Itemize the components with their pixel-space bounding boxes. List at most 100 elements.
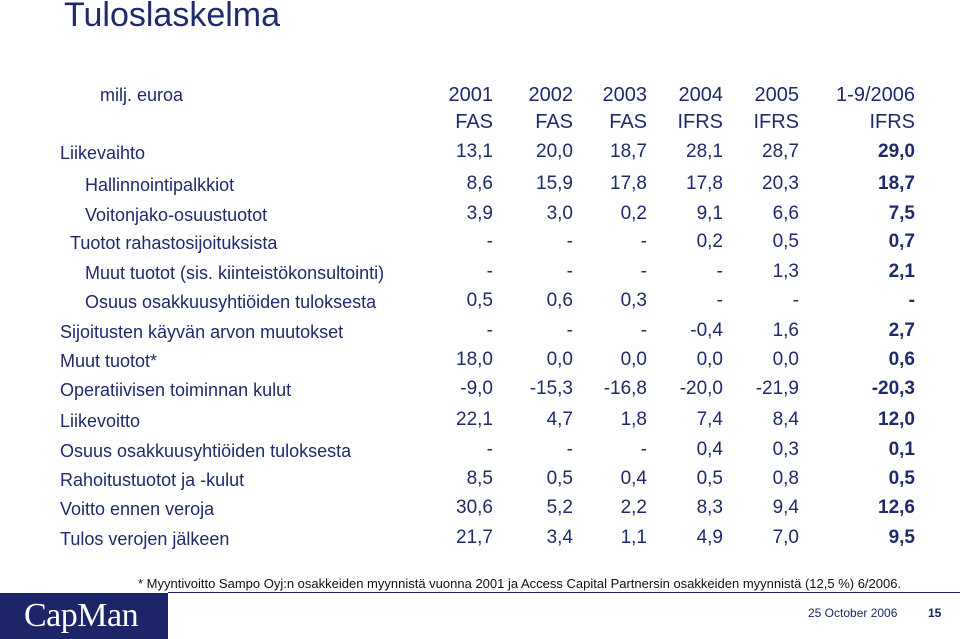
table-cell: 18,7 xyxy=(610,141,647,162)
table-cell: - xyxy=(640,231,647,252)
table-cell: 3,9 xyxy=(466,203,493,224)
table-cell: 0,3 xyxy=(772,439,799,460)
column-year: 2003 xyxy=(602,84,648,106)
row-label: Sijoitusten käyvän arvon muutokset xyxy=(60,322,344,342)
table-cell: 0,2 xyxy=(620,203,647,224)
table-cell: 21,7 xyxy=(456,527,493,548)
column-year: 1-9/2006 xyxy=(836,84,915,106)
table-cell: 0,2 xyxy=(696,231,723,252)
table-cell: - xyxy=(640,439,647,460)
table-cell: 20,3 xyxy=(762,173,799,194)
row-label: Osuus osakkuusyhtiöiden tuloksesta xyxy=(85,292,377,312)
table-cell: -20,3 xyxy=(871,378,915,399)
row-label: Rahoitustuotot ja -kulut xyxy=(60,470,245,490)
table-cell: -0,4 xyxy=(690,320,723,341)
table-cell: 7,5 xyxy=(888,203,915,224)
row-label: Tuotot rahastosijoituksista xyxy=(70,233,278,253)
table-cell: - xyxy=(716,261,723,282)
table-cell: - xyxy=(716,290,723,311)
table-cell: 0,6 xyxy=(546,290,573,311)
column-standard: IFRS xyxy=(869,111,915,133)
table-cell: 7,4 xyxy=(696,409,723,430)
table-cell: 28,1 xyxy=(686,141,723,162)
table-cell: 0,0 xyxy=(772,349,799,370)
page-title: Tuloslaskelma xyxy=(64,0,281,34)
table-cell: -20,0 xyxy=(679,378,723,399)
row-label: Operatiivisen toiminnan kulut xyxy=(60,380,292,400)
table-cell: 22,1 xyxy=(456,409,493,430)
column-standard: FAS xyxy=(609,111,647,133)
row-label: Voitto ennen veroja xyxy=(60,499,215,519)
table-cell: - xyxy=(908,290,915,311)
footnote: * Myyntivoitto Sampo Oyj:n osakkeiden my… xyxy=(138,576,902,591)
table-cell: 20,0 xyxy=(536,141,573,162)
table-cell: 0,4 xyxy=(696,439,723,460)
unit-label: milj. euroa xyxy=(100,85,184,105)
table-cell: - xyxy=(566,261,573,282)
table-cell: 5,2 xyxy=(546,497,573,518)
table-cell: 2,2 xyxy=(620,497,647,518)
table-cell: 8,5 xyxy=(466,468,493,489)
table-cell: 30,6 xyxy=(456,497,493,518)
table-cell: -21,9 xyxy=(755,378,799,399)
table-cell: 29,0 xyxy=(878,141,915,162)
income-statement-table: milj. euroa 2001 FAS 2002 FAS 2003 FAS 2004 IFR… xyxy=(60,84,915,549)
table-cell: 9,5 xyxy=(888,527,915,548)
table-cell: 0,0 xyxy=(546,349,573,370)
table-cell: - xyxy=(640,320,647,341)
table-cell: - xyxy=(486,320,493,341)
footer-date: 25 October 2006 xyxy=(808,606,898,620)
table-cell: 1,6 xyxy=(772,320,799,341)
row-label: Muut tuotot* xyxy=(60,351,158,371)
table-cell: 9,4 xyxy=(772,497,799,518)
table-cell: - xyxy=(486,439,493,460)
row-label: Muut tuotot (sis. kiinteistökonsultointi… xyxy=(85,263,385,283)
table-cell: 1,8 xyxy=(620,409,647,430)
row-label: Voitonjako-osuustuotot xyxy=(85,205,268,225)
table-cell: - xyxy=(486,261,493,282)
table-cell: 3,0 xyxy=(546,203,573,224)
table-cell: 8,3 xyxy=(696,497,723,518)
row-label: Liikevoitto xyxy=(60,411,141,431)
table-cell: -9,0 xyxy=(460,378,493,399)
row-label: Tulos verojen jälkeen xyxy=(60,529,230,549)
table-cell: - xyxy=(566,231,573,252)
table-cell: 0,5 xyxy=(696,468,723,489)
table-cell: - xyxy=(566,320,573,341)
table-cell: - xyxy=(640,261,647,282)
table-cell: - xyxy=(486,231,493,252)
table-cell: - xyxy=(792,290,799,311)
table-cell: 0,0 xyxy=(696,349,723,370)
table-cell: 15,9 xyxy=(536,173,573,194)
table-cell: 6,6 xyxy=(772,203,799,224)
table-cell: 17,8 xyxy=(610,173,647,194)
column-standard: FAS xyxy=(455,111,493,133)
table-cell: 7,0 xyxy=(772,527,799,548)
table-cell: 0,6 xyxy=(888,349,915,370)
table-cell: 0,8 xyxy=(772,468,799,489)
table-cell: -15,3 xyxy=(529,378,573,399)
table-cell: 0,5 xyxy=(888,468,915,489)
row-label: Osuus osakkuusyhtiöiden tuloksesta xyxy=(60,441,352,461)
row-label: Liikevaihto xyxy=(60,143,146,163)
column-standard: IFRS xyxy=(677,111,723,133)
row-label: Hallinnointipalkkiot xyxy=(85,175,235,195)
table-cell: 0,1 xyxy=(888,439,915,460)
table-cell: 0,5 xyxy=(546,468,573,489)
capman-logo: CapMan xyxy=(24,597,139,634)
table-cell: 2,7 xyxy=(888,320,915,341)
table-cell: - xyxy=(566,439,573,460)
table-cell: 0,5 xyxy=(772,231,799,252)
table-cell: 13,1 xyxy=(456,141,493,162)
column-year: 2002 xyxy=(528,84,574,106)
footer-divider xyxy=(168,592,960,593)
footer-logo-band xyxy=(0,593,168,639)
table-cell: 1,1 xyxy=(620,527,647,548)
page-number: 15 xyxy=(928,606,942,620)
table-cell: 17,8 xyxy=(686,173,723,194)
table-cell: 28,7 xyxy=(762,141,799,162)
table-cell: 9,1 xyxy=(696,203,723,224)
table-cell: 4,9 xyxy=(696,527,723,548)
table-cell: 0,5 xyxy=(466,290,493,311)
table-cell: 0,4 xyxy=(620,468,647,489)
